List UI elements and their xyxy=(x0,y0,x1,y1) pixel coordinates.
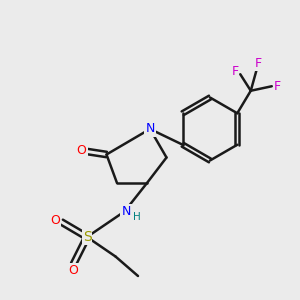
Text: O: O xyxy=(69,264,78,277)
Text: N: N xyxy=(145,122,155,136)
Text: S: S xyxy=(82,230,91,244)
Text: O: O xyxy=(50,214,60,227)
Text: H: H xyxy=(133,212,140,222)
Text: O: O xyxy=(77,143,86,157)
Text: F: F xyxy=(255,57,262,70)
Text: N: N xyxy=(121,205,131,218)
Text: F: F xyxy=(231,65,239,78)
Text: F: F xyxy=(274,80,281,93)
